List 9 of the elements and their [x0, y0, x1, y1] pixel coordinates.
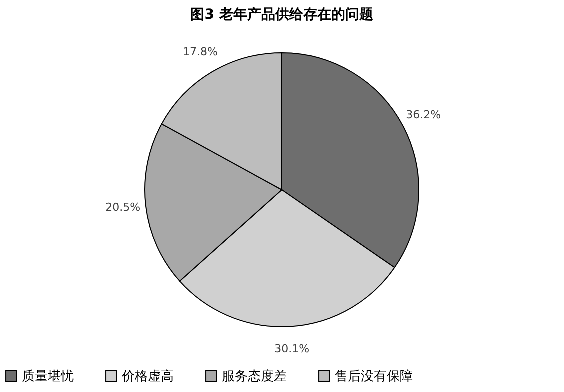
data-label: 20.5% — [106, 201, 141, 214]
data-label: 36.2% — [406, 108, 442, 122]
data-label: 30.1% — [274, 342, 310, 356]
chart-title: 图3 老年产品供给存在的问题 — [190, 6, 374, 23]
legend-label: 售后没有保障 — [335, 370, 413, 385]
data-label: 17.8% — [183, 45, 218, 58]
legend-label: 服务态度差 — [222, 368, 287, 385]
legend-label: 价格虚高 — [121, 368, 174, 385]
legend-label: 质量堪忧 — [22, 370, 74, 385]
